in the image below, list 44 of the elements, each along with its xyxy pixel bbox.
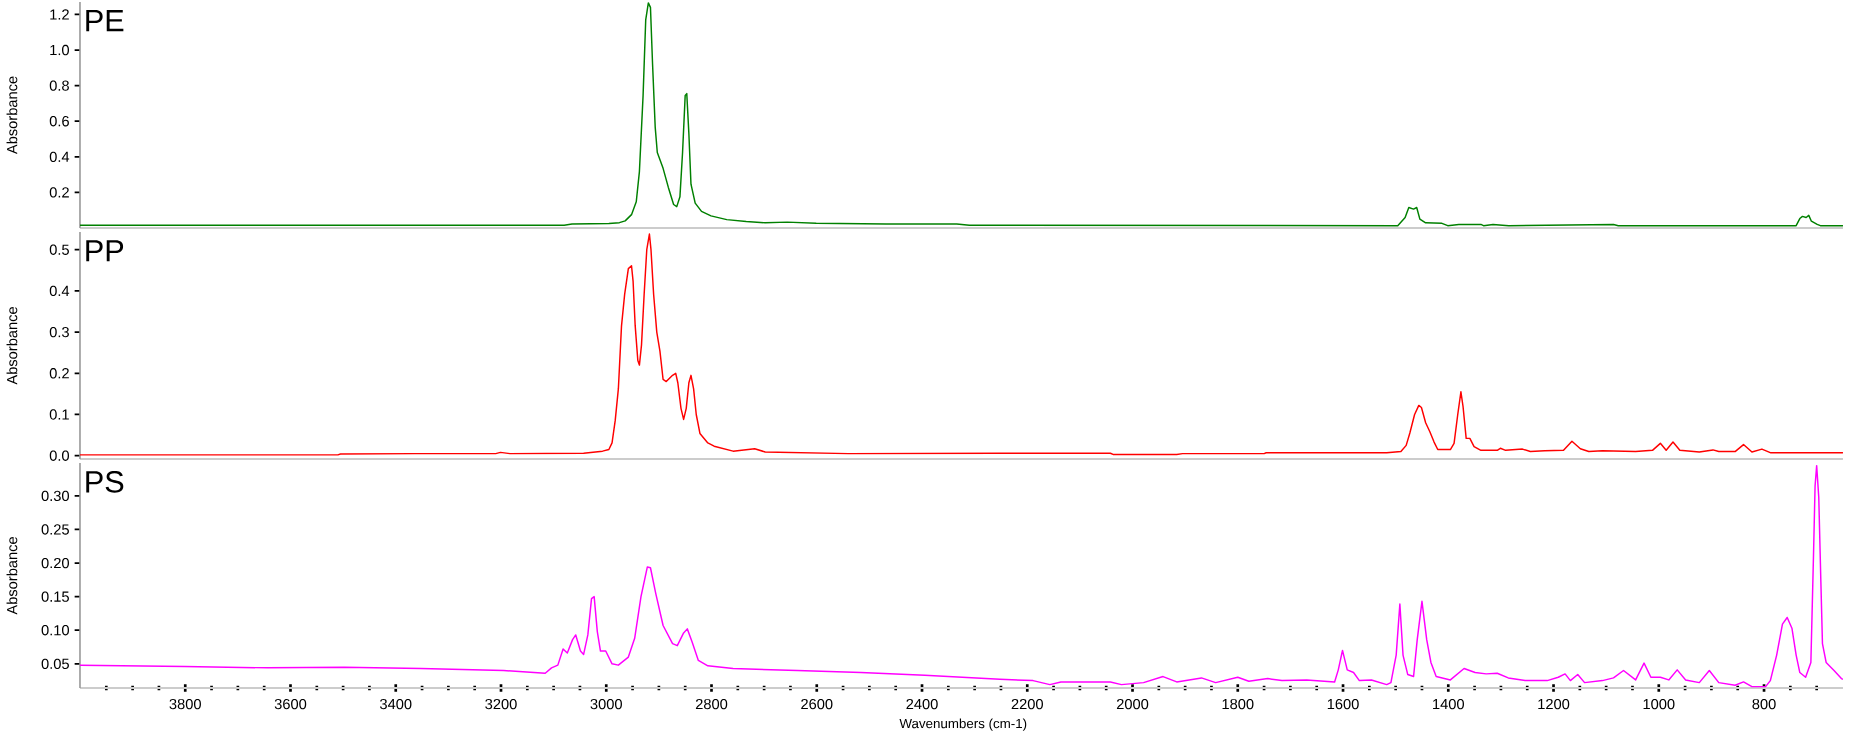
y-tick-label: 0.15 <box>41 591 69 602</box>
x-tick-label: 2000 <box>1116 698 1149 710</box>
x-tick-label: 3400 <box>380 698 412 710</box>
line-series <box>79 2 1843 227</box>
y-tick-label: 0.4 <box>49 151 70 162</box>
x-tick-label: 2600 <box>801 698 833 710</box>
y-tick-label: 0.5 <box>49 244 69 255</box>
x-tick-label: 2800 <box>695 698 728 710</box>
chart-title: PP <box>86 240 124 262</box>
y-tick-label: 0.1 <box>49 409 69 420</box>
x-tick-label: 1400 <box>1433 698 1464 710</box>
y-tick-label: 0.2 <box>49 187 69 198</box>
y-axis-title: Absorbance <box>6 76 18 155</box>
y-tick-label: 0.2 <box>49 368 69 379</box>
y-tick-label: 0.0 <box>49 450 69 461</box>
x-tick-label: 3000 <box>590 698 622 710</box>
y-tick-label: 1.2 <box>50 9 69 20</box>
x-tick-label: 1800 <box>1222 698 1254 710</box>
y-tick-label: 0.25 <box>41 524 69 535</box>
y-tick-label: 0.3 <box>49 326 69 338</box>
y-tick-label: 1.0 <box>50 44 69 56</box>
line-series <box>79 464 1843 688</box>
y-tick-label: 0.4 <box>49 285 70 297</box>
x-tick-label: 2400 <box>906 698 938 710</box>
chart-title: PE <box>86 10 124 32</box>
y-tick-label: 0.10 <box>41 625 69 636</box>
y-tick-label: 0.8 <box>49 80 69 91</box>
chart-title: PS <box>86 471 124 493</box>
x-tick-label: 2200 <box>1011 698 1043 710</box>
x-tick-label: 1000 <box>1643 698 1675 710</box>
x-tick-label: 800 <box>1752 698 1776 710</box>
x-tick-label: 3600 <box>274 698 307 710</box>
x-tick-label: 1600 <box>1327 698 1359 710</box>
y-tick-label: 0.20 <box>41 557 69 569</box>
y-tick-label: 0.05 <box>41 658 69 669</box>
y-axis-title: Absorbance <box>6 307 18 385</box>
line-series <box>79 233 1843 456</box>
y-tick-label: 0.30 <box>41 490 69 502</box>
y-axis-title: Absorbance <box>6 537 18 615</box>
x-tick-label: 1200 <box>1538 698 1570 710</box>
y-tick-label: 0.6 <box>49 116 69 127</box>
x-axis-title: Wavenumbers (cm-1) <box>899 718 1027 731</box>
x-tick-label: 3800 <box>169 698 201 710</box>
x-tick-label: 3200 <box>485 698 517 710</box>
